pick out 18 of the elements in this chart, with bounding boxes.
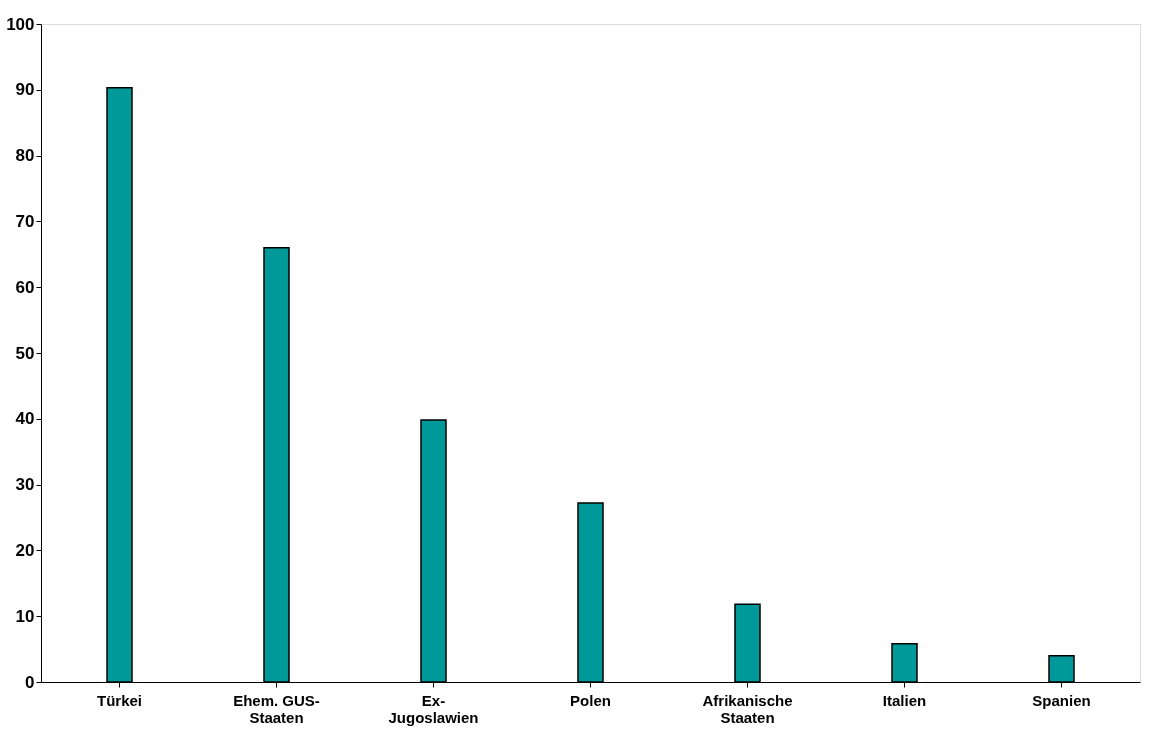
y-tick-label: 50 (15, 343, 35, 363)
x-tick-label: Polen (570, 691, 611, 709)
x-tick-label: Afrikanische Staaten (702, 691, 793, 726)
x-tick-label: Ex-Jugoslawien (388, 691, 479, 726)
y-tick-label: 30 (15, 475, 35, 495)
y-tick-label: 40 (15, 409, 35, 429)
x-tick-label: Italien (882, 691, 927, 709)
y-tick-label: 60 (15, 277, 35, 297)
y-tick-label: 0 (25, 672, 35, 692)
x-tick-label: Ehem. GUS-Staaten (233, 691, 320, 726)
x-tick-label: Türkei (96, 691, 143, 709)
y-tick-label: 80 (15, 146, 35, 166)
y-tick-label: 10 (15, 606, 35, 626)
y-tick-label: 90 (15, 80, 35, 100)
y-tick-label: 100 (6, 14, 35, 34)
y-tick-label: 20 (15, 540, 35, 560)
x-tick-label: Spanien (1032, 691, 1091, 709)
y-tick-label: 70 (15, 211, 35, 231)
